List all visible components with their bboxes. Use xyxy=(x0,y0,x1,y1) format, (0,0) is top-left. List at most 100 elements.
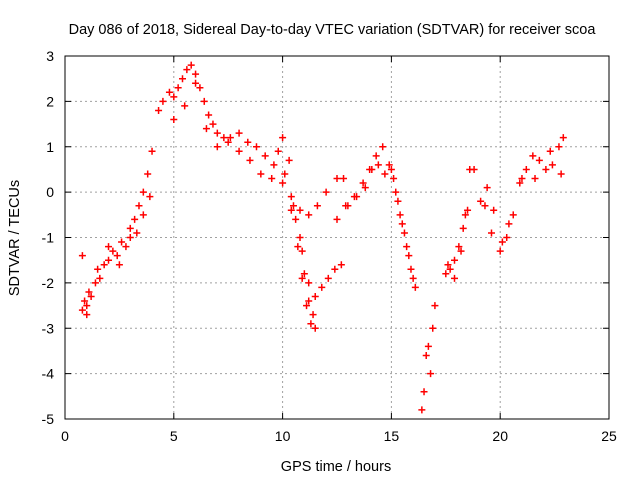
data-point xyxy=(442,270,450,278)
x-tick-label: 5 xyxy=(170,428,178,444)
data-point xyxy=(109,247,117,255)
series-dip-2 xyxy=(289,202,317,319)
data-point xyxy=(398,220,406,228)
data-point xyxy=(359,179,367,187)
data-point xyxy=(481,202,489,210)
data-point xyxy=(300,270,308,278)
data-point xyxy=(444,261,452,269)
data-point xyxy=(155,106,163,114)
data-point xyxy=(281,170,289,178)
data-point xyxy=(213,129,221,137)
data-point xyxy=(224,138,232,146)
data-point xyxy=(420,388,428,396)
data-point xyxy=(115,261,123,269)
data-point xyxy=(487,229,495,237)
data-point xyxy=(503,234,511,241)
x-tick-label: 20 xyxy=(492,428,508,444)
data-point xyxy=(246,156,254,164)
data-point xyxy=(381,170,389,178)
data-point xyxy=(170,93,178,101)
data-point xyxy=(148,147,156,155)
data-point xyxy=(548,161,556,169)
series-peak-b xyxy=(170,79,345,300)
data-point xyxy=(411,283,419,291)
data-point xyxy=(396,211,404,219)
data-point xyxy=(483,184,491,192)
data-point xyxy=(498,238,506,246)
y-tick-label: -1 xyxy=(42,230,55,246)
data-point xyxy=(379,143,387,151)
data-point xyxy=(131,215,139,223)
data-point xyxy=(274,147,282,155)
data-point xyxy=(192,79,200,87)
x-tick-label: 0 xyxy=(61,428,69,444)
data-point xyxy=(235,129,243,137)
data-point xyxy=(461,211,469,219)
data-point xyxy=(546,147,554,155)
y-tick-label: -3 xyxy=(42,320,55,336)
y-tick-label: -5 xyxy=(42,411,55,427)
data-point xyxy=(535,156,543,164)
data-point xyxy=(205,111,213,119)
data-point xyxy=(192,70,200,78)
data-point xyxy=(429,324,437,332)
data-point xyxy=(422,351,430,359)
data-point xyxy=(268,175,276,183)
data-point xyxy=(122,243,130,251)
data-point xyxy=(405,252,413,260)
data-point xyxy=(144,170,152,178)
data-point xyxy=(213,143,221,151)
data-point xyxy=(78,252,86,260)
chart-title: Day 086 of 2018, Sidereal Day-to-day VTE… xyxy=(69,22,597,38)
data-point xyxy=(392,188,400,196)
data-point xyxy=(113,252,121,260)
data-point xyxy=(407,265,415,273)
data-point xyxy=(279,134,287,142)
data-point xyxy=(333,215,341,223)
data-point xyxy=(183,66,191,74)
y-tick-label: 3 xyxy=(46,48,54,64)
data-point xyxy=(459,224,467,232)
data-point xyxy=(409,274,417,282)
data-point xyxy=(387,165,395,173)
data-point xyxy=(126,234,134,241)
data-point xyxy=(244,138,252,146)
data-point xyxy=(146,193,154,201)
data-point xyxy=(187,61,195,69)
data-point xyxy=(287,193,295,201)
data-point xyxy=(368,165,376,173)
data-point xyxy=(285,156,293,164)
series-recovery-b xyxy=(444,147,565,282)
data-point xyxy=(522,165,530,173)
data-point xyxy=(294,243,302,251)
data-point xyxy=(361,184,369,192)
data-point xyxy=(307,320,315,328)
data-point xyxy=(270,161,278,169)
x-tick-label: 25 xyxy=(601,428,617,444)
data-point xyxy=(179,75,187,83)
data-point xyxy=(289,202,297,210)
data-point xyxy=(78,306,86,314)
data-point xyxy=(126,224,134,232)
data-point xyxy=(557,170,565,178)
data-point xyxy=(196,84,204,92)
series-peak xyxy=(155,61,348,219)
data-point xyxy=(311,324,319,332)
data-point xyxy=(165,88,173,96)
series-early-rise-b xyxy=(78,193,154,319)
grid-lines xyxy=(65,56,609,419)
data-point xyxy=(94,265,102,273)
y-tick-label: -4 xyxy=(42,366,55,382)
data-point xyxy=(296,206,304,214)
data-point xyxy=(333,175,341,183)
data-point xyxy=(309,311,317,319)
data-point xyxy=(118,238,126,246)
data-point xyxy=(457,247,465,255)
data-point xyxy=(431,302,439,310)
data-point xyxy=(559,134,567,142)
data-point xyxy=(313,202,321,210)
data-point xyxy=(209,120,217,128)
data-point xyxy=(529,152,537,160)
data-point xyxy=(305,279,313,287)
data-point xyxy=(403,243,411,251)
